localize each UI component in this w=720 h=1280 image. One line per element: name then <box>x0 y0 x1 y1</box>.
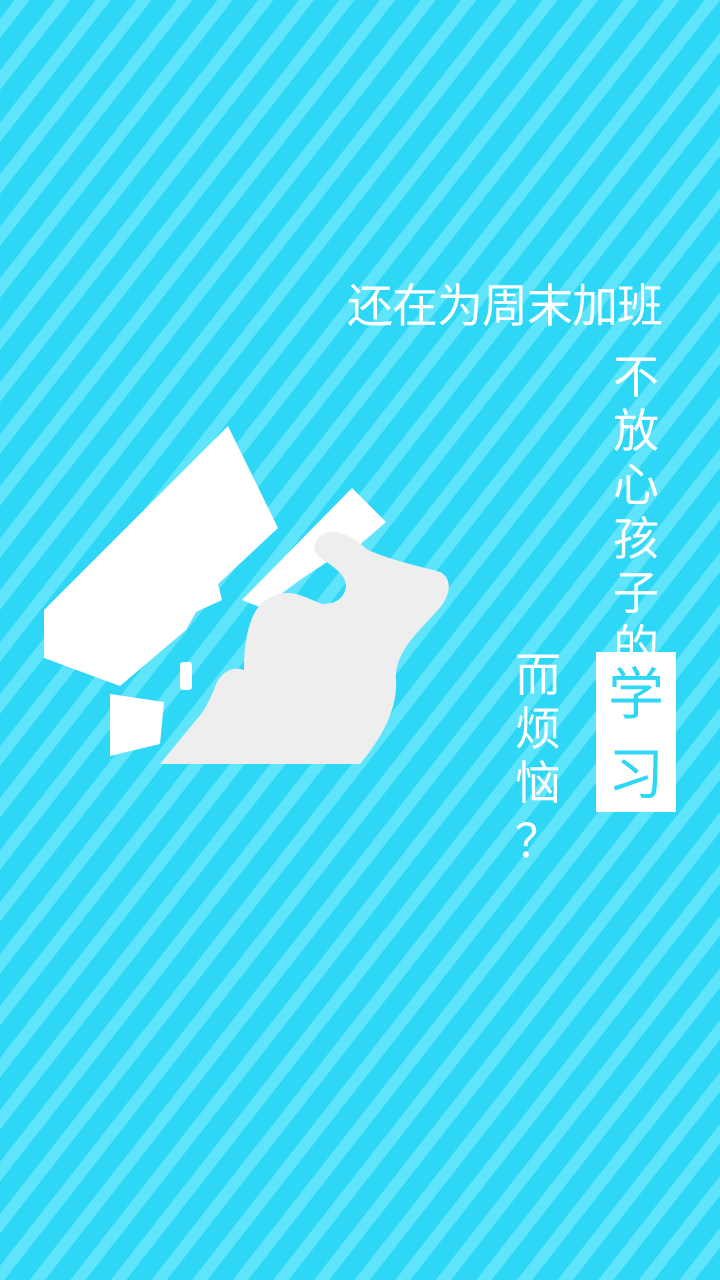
vertical-text-left: 而 烦 恼 ？ <box>508 648 568 868</box>
vertical-char: 而 <box>515 648 561 702</box>
headline-text: 还在为周末加班 <box>347 279 663 333</box>
question-mark: ？ <box>515 814 561 868</box>
vertical-char: 子 <box>613 566 659 620</box>
small-tab-shape <box>180 662 192 690</box>
second-book-shape <box>242 488 386 608</box>
vertical-char: 恼 <box>515 756 561 810</box>
highlight-char: 学 <box>608 663 664 728</box>
small-box-shape <box>110 694 164 756</box>
vertical-char: 不 <box>613 350 659 404</box>
large-book-shape <box>44 426 278 686</box>
vertical-char: 烦 <box>515 702 561 756</box>
highlight-char: 习 <box>608 743 664 808</box>
vertical-char: 心 <box>613 458 659 512</box>
vertical-char: 放 <box>613 404 659 458</box>
vertical-text-right: 不 放 心 孩 子 的 <box>606 350 666 674</box>
highlight-box: 学 习 <box>596 652 676 812</box>
person-silhouette <box>160 532 449 764</box>
vertical-char: 孩 <box>613 512 659 566</box>
